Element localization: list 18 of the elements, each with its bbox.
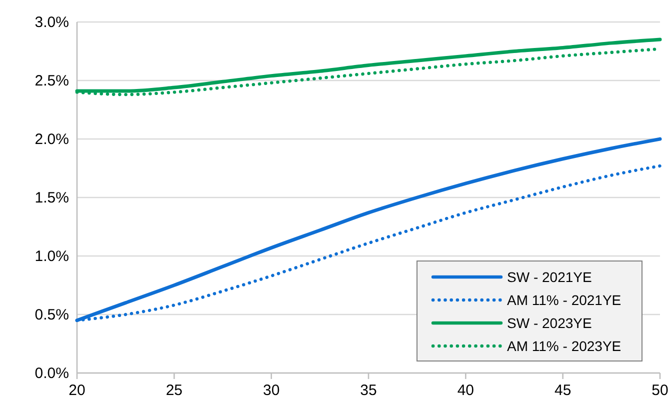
x-tick-label: 45 — [554, 382, 572, 399]
x-tick-label: 20 — [68, 382, 86, 399]
y-tick-label: 2.0% — [34, 131, 69, 148]
y-tick-label: 3.0% — [34, 14, 69, 31]
x-tick-label: 35 — [360, 382, 377, 399]
x-tick-label: 40 — [457, 382, 474, 399]
y-tick-label: 1.0% — [34, 248, 69, 265]
legend-label: AM 11% - 2023YE — [507, 338, 622, 354]
y-tick-label: 1.5% — [34, 190, 69, 206]
legend-label: AM 11% - 2021YE — [507, 292, 622, 308]
x-tick-label: 30 — [262, 382, 280, 399]
x-tick-label: 50 — [652, 382, 668, 399]
y-tick-label: 0.0% — [34, 365, 69, 382]
y-tick-label: 2.5% — [34, 72, 69, 90]
legend-label: SW - 2023YE — [507, 315, 592, 331]
y-tick-label: 0.5% — [34, 306, 69, 324]
legend-label: SW - 2021YE — [507, 269, 592, 285]
x-tick-label: 25 — [166, 382, 183, 399]
